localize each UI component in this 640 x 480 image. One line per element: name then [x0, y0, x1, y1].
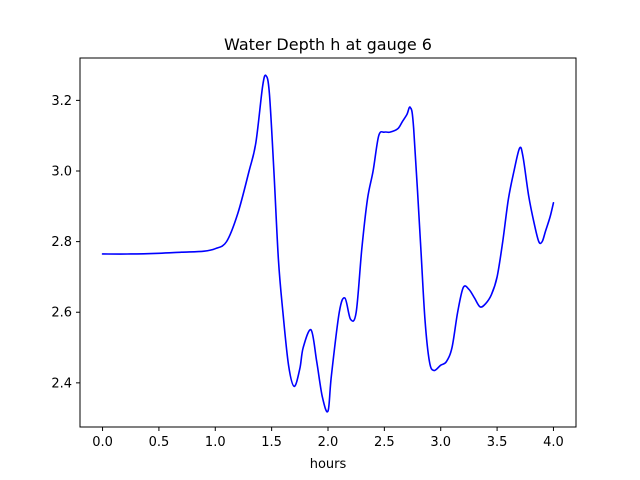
y-tick-label: 3.0	[51, 164, 72, 179]
x-tick-label: 1.5	[261, 435, 282, 450]
y-tick-label: 2.8	[51, 235, 72, 250]
x-tick-label: 0.0	[92, 435, 113, 450]
series-line-water-depth	[101, 74, 555, 413]
x-axis-label: hours	[310, 457, 347, 472]
x-tick-label: 2.5	[374, 435, 395, 450]
y-tick-label: 2.4	[51, 376, 72, 391]
y-tick-label: 2.6	[51, 306, 72, 321]
axes-frame	[79, 57, 577, 428]
x-axis: 0.0 0.5 1.0 1.5 2.0 2.5 3.0 3.5 4.0	[92, 427, 564, 450]
x-tick-label: 4.0	[543, 435, 564, 450]
x-tick-label: 1.0	[205, 435, 226, 450]
y-axis: 2.4 2.6 2.8 3.0 3.2	[51, 94, 80, 391]
x-tick-label: 2.0	[318, 435, 339, 450]
x-tick-label: 0.5	[149, 435, 170, 450]
x-tick-label: 3.0	[430, 435, 451, 450]
plot-area	[101, 74, 555, 413]
chart-title: Water Depth h at gauge 6	[224, 35, 432, 54]
y-tick-label: 3.2	[51, 94, 72, 109]
x-tick-label: 3.5	[487, 435, 508, 450]
